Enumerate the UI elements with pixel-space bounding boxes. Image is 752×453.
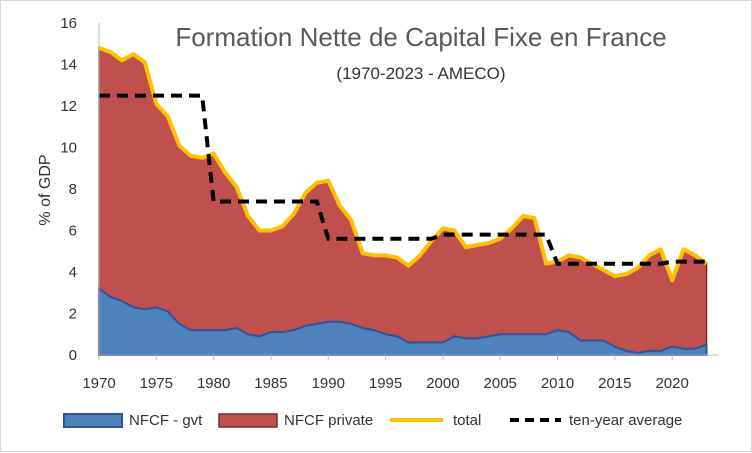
lines-layer: [98, 46, 708, 283]
legend-swatch-nfcf-private: [218, 413, 278, 428]
y-tick-label: 4: [69, 264, 77, 281]
y-tick-label: 2: [69, 306, 77, 323]
x-tick-label: 1990: [312, 375, 345, 392]
y-tick-label: 8: [69, 181, 77, 198]
y-tick-label: 10: [60, 140, 77, 157]
y-tick-label: 14: [60, 57, 77, 74]
y-tick-label: 6: [69, 223, 77, 240]
legend-label: NFCF - gvt: [129, 412, 203, 429]
x-tick-label: 2010: [541, 375, 574, 392]
x-tick-label: 1970: [82, 375, 115, 392]
x-tick-label: 2000: [426, 375, 459, 392]
chart-title: Formation Nette de Capital Fixe en Franc…: [175, 22, 666, 52]
y-tick-label: 16: [60, 15, 77, 32]
legend-label: total: [453, 412, 481, 429]
y-axis-title: % of GDP: [37, 154, 54, 225]
chart-subtitle: (1970-2023 - AMECO): [336, 64, 505, 83]
line-total: [98, 46, 708, 283]
line-ten-year-average: [99, 93, 707, 266]
x-tick-label: 2020: [655, 375, 688, 392]
axes-layer: [98, 23, 718, 360]
x-tick-label: 1995: [369, 375, 402, 392]
legend: NFCF - gvt NFCF private total ten-year aver…: [63, 412, 682, 429]
legend-label: ten-year average: [569, 412, 682, 429]
x-tick-label: 1985: [254, 375, 287, 392]
x-tick-label: 1980: [197, 375, 230, 392]
x-tick-label: 2005: [484, 375, 517, 392]
labels-layer: 0 2 4 6 8 10 12 14 16 1970 1975 1980 1985 1990 1995 200…: [60, 15, 689, 392]
y-tick-label: 0: [69, 347, 77, 364]
legend-label: NFCF private: [284, 412, 373, 429]
x-tick-label: 2015: [598, 375, 631, 392]
y-tick-label: 12: [60, 98, 77, 115]
x-tick-label: 1975: [140, 375, 173, 392]
legend-swatch-nfcf-gvt: [63, 413, 123, 428]
